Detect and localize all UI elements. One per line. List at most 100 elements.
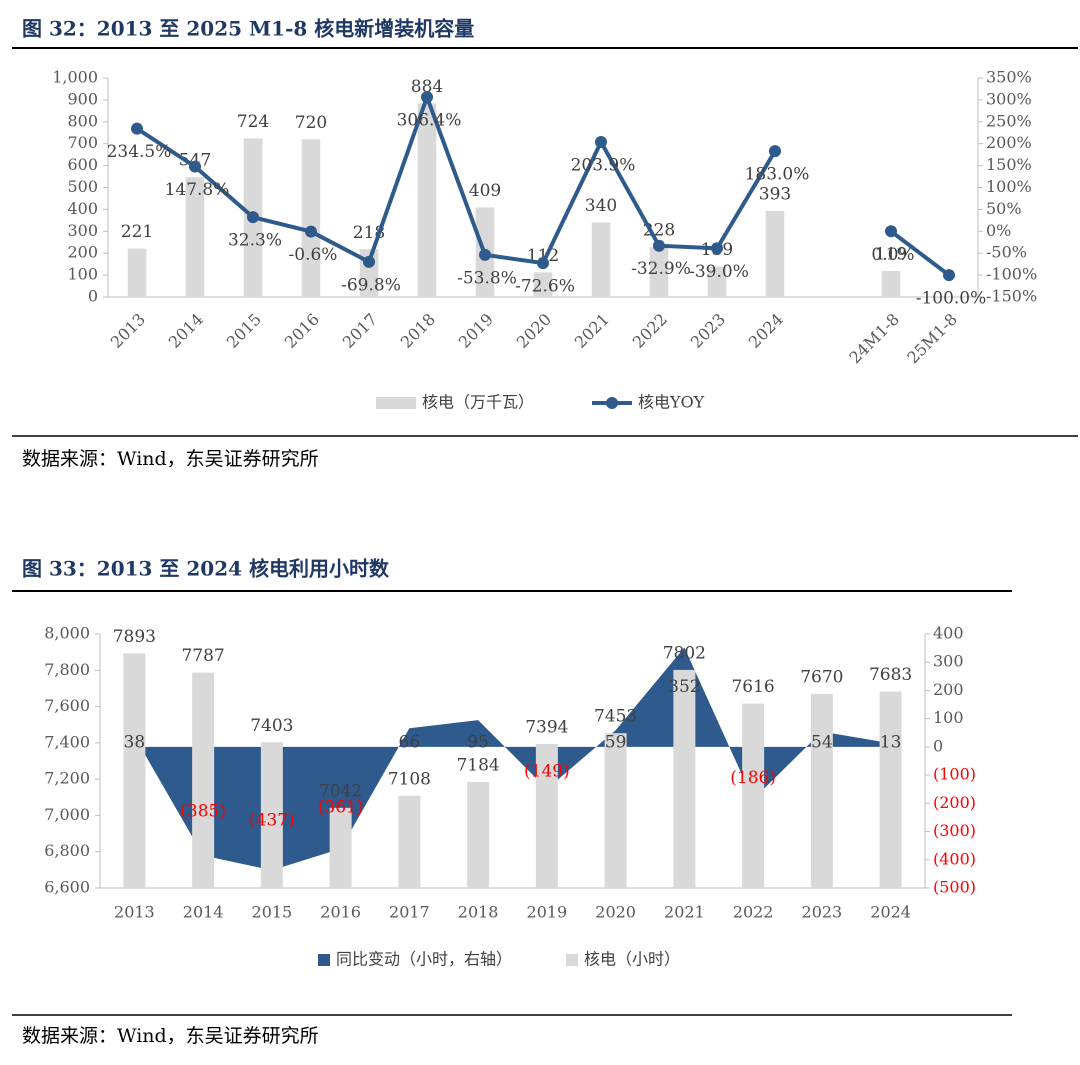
line-label: -39.0% [689, 262, 749, 282]
y2-tick-label: -150% [986, 287, 1037, 306]
y2-tick-label: 400 [933, 624, 964, 643]
x-tick-label: 2023 [687, 310, 729, 352]
line-label: -72.6% [515, 277, 575, 297]
bar-label: 7184 [456, 756, 499, 776]
area-label: 38 [124, 732, 146, 752]
y-tick-label: 0 [88, 287, 98, 306]
bar-label: 221 [121, 222, 153, 242]
y2-tick-label: 100% [986, 177, 1032, 196]
legend-swatch [376, 397, 416, 409]
bar [185, 177, 205, 297]
y-tick-label: 600 [67, 155, 98, 174]
y2-tick-label: 300% [986, 89, 1032, 108]
line-label: 32.3% [228, 231, 282, 251]
bar [879, 691, 902, 888]
line-dot [711, 242, 723, 255]
bar [398, 795, 421, 888]
y2-tick-label: 200% [986, 133, 1032, 152]
x-tick-label: 2022 [629, 310, 671, 352]
y2-tick-label: 100 [933, 708, 964, 727]
bar-label: 724 [237, 112, 269, 132]
legend-swatch [566, 954, 578, 966]
bar [881, 270, 901, 297]
bar-label: 7108 [388, 769, 431, 789]
bar [301, 139, 321, 297]
bar [765, 210, 785, 297]
area-label: 13 [880, 732, 902, 752]
line-label: 234.5% [107, 142, 172, 162]
x-tick-label: 2013 [107, 310, 149, 352]
x-tick-label: 2022 [733, 903, 774, 922]
line-dot [943, 269, 955, 282]
bar [260, 742, 283, 888]
y-tick-label: 8,000 [44, 624, 90, 643]
bar [604, 733, 627, 888]
y-tick-label: 7,400 [44, 732, 90, 751]
figure-title: 图 33：2013 至 2024 核电利用小时数 [22, 557, 390, 581]
area-label: (385) [180, 802, 226, 822]
line-dot [653, 239, 665, 252]
y-tick-label: 7,200 [44, 769, 90, 788]
y-tick-label: 700 [67, 133, 98, 152]
area [134, 647, 891, 871]
x-tick-label: 2024 [870, 903, 911, 922]
bar-label: 7616 [731, 677, 774, 697]
x-tick-label: 2016 [281, 310, 323, 352]
line-label: 0.0% [871, 245, 914, 265]
line-dot [189, 160, 201, 173]
y-tick-label: 6,600 [44, 878, 90, 897]
y2-tick-label: (300) [933, 821, 976, 840]
bar [467, 782, 490, 888]
bar-label: 7670 [800, 667, 843, 687]
bar-label: 7802 [663, 643, 706, 663]
line-dot [479, 248, 491, 261]
bar [123, 653, 146, 888]
area-label: (149) [524, 762, 570, 782]
y-tick-label: 400 [67, 199, 98, 218]
line-dot [421, 91, 433, 104]
legend-label: 同比变动（小时，右轴） [336, 950, 512, 969]
area-label: 95 [467, 732, 489, 752]
x-tick-label: 2018 [397, 310, 439, 352]
x-tick-label: 2024 [745, 310, 787, 352]
y2-tick-label: (200) [933, 793, 976, 812]
line-dot [537, 257, 549, 270]
x-tick-label: 2019 [527, 903, 568, 922]
y2-tick-label: (100) [933, 765, 976, 784]
source: 数据来源：Wind，东吴证券研究所 [22, 1025, 319, 1047]
x-tick-label: 2015 [252, 903, 293, 922]
area-label: 59 [605, 732, 627, 752]
bar-label: 884 [411, 77, 443, 97]
x-tick-label: 2018 [458, 903, 499, 922]
y-tick-label: 300 [67, 221, 98, 240]
y2-tick-label: 300 [933, 652, 964, 671]
bar [649, 247, 669, 297]
bar-label: 7394 [525, 717, 568, 737]
bar [329, 807, 352, 888]
area-label: 54 [811, 732, 833, 752]
x-tick-label: 2015 [223, 310, 265, 352]
bar-label: 7683 [869, 665, 912, 685]
bar [535, 743, 558, 888]
line-label: 306.4% [397, 111, 462, 131]
area-label: (186) [730, 768, 776, 788]
bar [533, 272, 553, 297]
y2-tick-label: -50% [986, 243, 1027, 262]
x-tick-label: 2021 [571, 310, 613, 352]
y-tick-label: 800 [67, 111, 98, 130]
y-tick-label: 500 [67, 177, 98, 196]
y2-tick-label: (500) [933, 878, 976, 897]
line-label: -69.8% [341, 275, 401, 295]
line-dot [305, 225, 317, 238]
x-tick-label: 2021 [664, 903, 705, 922]
x-tick-label: 25M1-8 [903, 310, 961, 368]
x-tick-label: 24M1-8 [845, 310, 903, 368]
area-label: 66 [399, 732, 421, 752]
area-label: (437) [249, 810, 295, 830]
bar-label: 7453 [594, 707, 637, 727]
y-tick-label: 7,600 [44, 696, 90, 715]
bar-label: 119 [875, 244, 907, 264]
x-tick-label: 2019 [455, 310, 497, 352]
line [135, 91, 951, 277]
line-label: -100.0% [916, 289, 987, 309]
